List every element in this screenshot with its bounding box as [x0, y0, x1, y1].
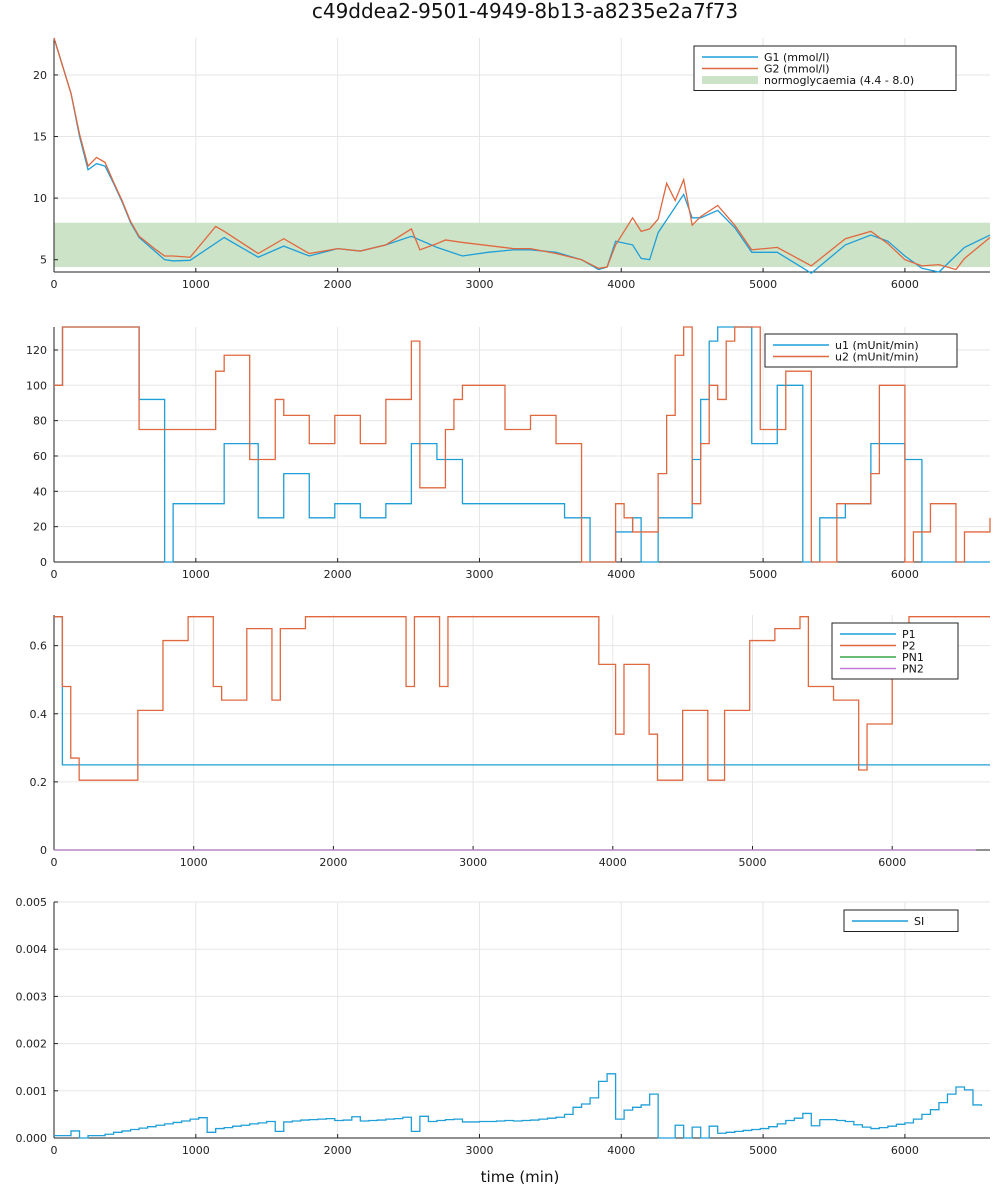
y-tick-label: 0: [40, 844, 47, 857]
x-tick-label: 2000: [324, 278, 352, 291]
legend-label: G2 (mmol/l): [764, 63, 830, 76]
x-tick-label: 5000: [749, 278, 777, 291]
y-tick-label: 0.000: [16, 1132, 48, 1145]
legend: u1 (mUnit/min)u2 (mUnit/min): [764, 333, 958, 368]
series-line-g2: [53, 37, 991, 271]
x-tick-label: 5000: [749, 568, 777, 581]
series-line-si: [54, 1073, 983, 1139]
y-tick-label: 0: [40, 556, 47, 569]
x-tick-label: 1000: [180, 856, 208, 869]
y-tick-label: 0.005: [16, 896, 48, 909]
legend-swatch: [702, 76, 758, 84]
x-axis-label: time (min): [481, 1168, 560, 1186]
y-tick-label: 100: [26, 379, 47, 392]
x-tick-label: 6000: [891, 1144, 919, 1157]
legend-label: normoglycaemia (4.4 - 8.0): [764, 74, 914, 87]
x-tick-label: 1000: [182, 1144, 210, 1157]
y-tick-label: 0.003: [16, 990, 48, 1003]
x-tick-label: 3000: [465, 1144, 493, 1157]
x-tick-label: 4000: [607, 1144, 635, 1157]
y-tick-label: 120: [26, 344, 47, 357]
y-tick-label: 20: [33, 521, 47, 534]
x-tick-label: 0: [51, 278, 58, 291]
y-tick-label: 60: [33, 450, 47, 463]
x-tick-label: 5000: [739, 856, 767, 869]
x-tick-label: 6000: [891, 568, 919, 581]
x-tick-label: 4000: [607, 278, 635, 291]
legend-label: PN2: [902, 663, 924, 676]
x-tick-label: 0: [51, 856, 58, 869]
series-line-p2: [54, 616, 990, 781]
legend-label: u1 (mUnit/min): [835, 339, 919, 352]
y-tick-label: 0.002: [16, 1038, 48, 1051]
y-tick-label: 0.4: [30, 708, 48, 721]
y-tick-label: 80: [33, 415, 47, 428]
x-tick-label: 1000: [182, 278, 210, 291]
y-tick-label: 15: [33, 131, 47, 144]
legend-label: P1: [902, 628, 916, 641]
figure-title: c49ddea2-9501-4949-8b13-a8235e2a7f73: [312, 0, 738, 23]
y-tick-label: 10: [33, 192, 47, 205]
x-tick-label: 2000: [319, 856, 347, 869]
subplot-4: 0 1000 2000 3000 4000 5000 6000 0.000 0.001 0.002…: [16, 896, 990, 1157]
y-tick-label: 0.001: [16, 1085, 48, 1098]
legend: G1 (mmol/l)G2 (mmol/l)normoglycaemia (4.…: [693, 45, 957, 91]
series-line-u2: [54, 326, 991, 563]
x-tick-label: 6000: [891, 278, 919, 291]
x-tick-label: 0: [51, 1144, 58, 1157]
x-tick-label: 4000: [599, 856, 627, 869]
x-tick-label: 3000: [459, 856, 487, 869]
x-tick-label: 5000: [749, 1144, 777, 1157]
y-tick-label: 0.004: [16, 943, 48, 956]
x-tick-label: 3000: [465, 568, 493, 581]
legend-label: SI: [914, 915, 924, 928]
subplot-3: 0 1000 2000 3000 4000 5000 600000.20.40.6P1P2P…: [30, 615, 990, 869]
x-tick-label: 0: [51, 568, 58, 581]
x-tick-label: 2000: [324, 568, 352, 581]
legend-label: P2: [902, 640, 916, 653]
x-tick-label: 1000: [182, 568, 210, 581]
legend: SI: [843, 909, 959, 932]
normoglycaemia-band: [54, 222, 990, 268]
y-tick-label: 0.2: [30, 776, 48, 789]
y-tick-label: 20: [33, 69, 47, 82]
y-tick-label: 5: [40, 254, 47, 267]
y-tick-label: 40: [33, 485, 47, 498]
legend-label: PN1: [902, 651, 924, 664]
y-tick-label: 0.6: [30, 640, 48, 653]
legend-label: G1 (mmol/l): [764, 51, 830, 64]
x-tick-label: 3000: [465, 278, 493, 291]
legend-box: [764, 333, 958, 368]
subplot-2: 0 1000 2000 3000 4000 5000 6000 0 20 40 60 80 100 120…: [26, 326, 991, 581]
x-tick-label: 6000: [878, 856, 906, 869]
legend-box: [831, 622, 959, 680]
x-tick-label: 2000: [324, 1144, 352, 1157]
subplot-1: 0 1000 2000 3000 4000 5000 6000 5 10 15 20 G1 (mmol…: [33, 37, 991, 291]
x-tick-label: 4000: [607, 568, 635, 581]
legend-label: u2 (mUnit/min): [835, 351, 919, 364]
